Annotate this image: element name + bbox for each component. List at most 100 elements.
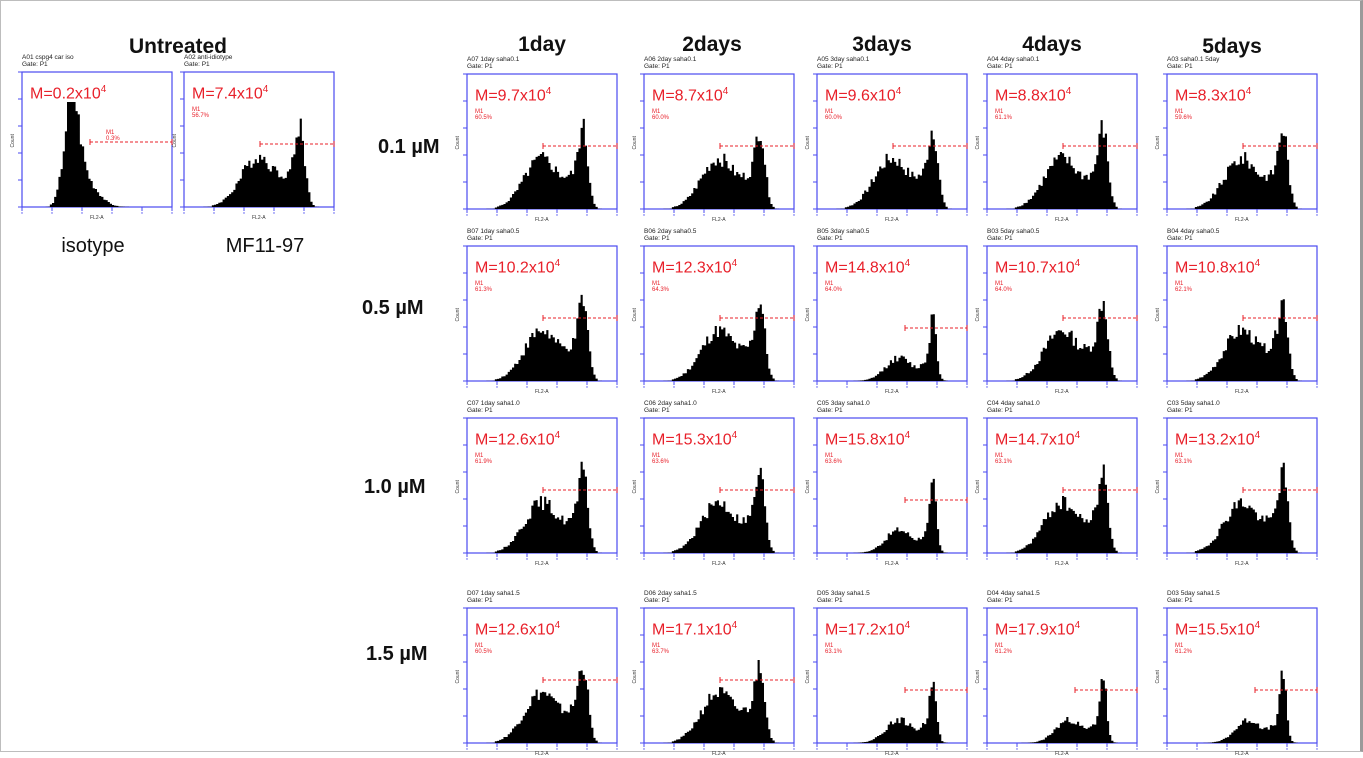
histogram-plot: Count FL2-A: [975, 417, 1138, 567]
x-tick-dot: [1196, 386, 1198, 388]
x-tick-dot: [183, 212, 185, 214]
x-tick-dot: [703, 558, 705, 560]
x-tick-dot: [1286, 214, 1288, 216]
x-tick-dot: [111, 212, 113, 214]
median-value-text: M=12.6x10: [475, 431, 555, 449]
percent-value: 61.2%: [995, 649, 1013, 655]
x-tick-dot: [466, 748, 468, 750]
exponent: 4: [904, 258, 911, 269]
histogram-panel: C04 4day saha1.0 Gate: P1 Count FL2-A M=14.7…: [975, 400, 1150, 568]
x-tick-dot: [1016, 558, 1018, 560]
x-tick-dot: [986, 386, 988, 388]
sample-id: A06 2day saha0.1: [644, 56, 697, 63]
median-value: M=14.7x104: [995, 430, 1080, 449]
x-axis-label: FL2-A: [885, 217, 899, 223]
x-tick-dot: [273, 212, 275, 214]
x-tick-dot: [986, 214, 988, 216]
x-tick-dot: [1016, 386, 1018, 388]
x-tick-dot: [1256, 386, 1258, 388]
percent-value: 56.7%: [192, 113, 210, 119]
histogram-area: [1167, 133, 1317, 209]
m1-label: M1: [652, 643, 661, 649]
x-tick-dot: [243, 212, 245, 214]
x-tick-dot: [586, 558, 588, 560]
y-axis-label: Count: [805, 308, 811, 322]
x-tick-dot: [1106, 748, 1108, 750]
sample-id: A01 cspg4 car iso: [22, 54, 74, 61]
x-tick-dot: [51, 212, 53, 214]
m1-label: M1: [825, 281, 834, 287]
x-tick-dot: [1226, 558, 1228, 560]
x-axis-label: FL2-A: [885, 389, 899, 395]
x-tick-dot: [966, 386, 968, 388]
m1-label: M1: [475, 643, 484, 649]
x-tick-dot: [1196, 748, 1198, 750]
histogram-area: [987, 301, 1137, 381]
m1-percent: M1 60.5%: [475, 109, 492, 121]
histogram-area: [467, 670, 617, 743]
histogram-panel: B06 2day saha0.5 Gate: P1 Count FL2-A M=12.3…: [632, 228, 807, 396]
median-value-text: M=9.7x10: [475, 87, 546, 105]
m1-percent: M1 63.6%: [652, 453, 669, 465]
x-tick-dot: [846, 214, 848, 216]
y-axis-label: Count: [632, 480, 638, 494]
percent-value: 63.6%: [652, 459, 670, 465]
x-tick-dot: [213, 212, 215, 214]
x-tick-dot: [763, 748, 765, 750]
histogram-panel: D03 5day saha1.5 Gate: P1 Count FL2-A M=15.5…: [1155, 590, 1330, 758]
histogram-panel: C05 3day saha1.0 Gate: P1 Count FL2-A M=15.8…: [805, 400, 980, 568]
x-tick-dot: [643, 214, 645, 216]
median-value-text: M=9.6x10: [825, 87, 896, 105]
x-tick-dot: [556, 386, 558, 388]
median-value: M=10.7x104: [995, 258, 1080, 277]
m1-percent: M1 64.0%: [995, 281, 1012, 293]
x-tick-dot: [1226, 214, 1228, 216]
x-tick-dot: [1046, 748, 1048, 750]
x-tick-dot: [1046, 386, 1048, 388]
exponent: 4: [1254, 258, 1261, 269]
median-value-text: M=8.3x10: [1175, 87, 1246, 105]
gate-label: Gate: P1: [987, 63, 1013, 70]
sample-id: A07 1day saha0.1: [467, 56, 520, 63]
sample-id: A05 3day saha0.1: [817, 56, 870, 63]
m1-percent: M1 63.6%: [825, 453, 842, 465]
exponent: 4: [100, 84, 107, 95]
histogram-area: [644, 136, 794, 209]
x-tick-dot: [986, 558, 988, 560]
x-tick-dot: [496, 386, 498, 388]
x-tick-dot: [1136, 214, 1138, 216]
exponent: 4: [1254, 620, 1261, 631]
y-axis-label: Count: [975, 308, 981, 322]
x-tick-dot: [643, 558, 645, 560]
x-tick-dot: [643, 386, 645, 388]
x-tick-dot: [906, 214, 908, 216]
exponent: 4: [731, 430, 738, 441]
x-tick-dot: [1166, 214, 1168, 216]
histogram-panel: A03 saha0.1 5day Gate: P1 Count FL2-A M=8.3x…: [1155, 56, 1330, 224]
x-tick-dot: [1256, 558, 1258, 560]
median-value-text: M=10.2x10: [475, 259, 555, 277]
median-value: M=15.8x104: [825, 430, 910, 449]
x-tick-dot: [846, 386, 848, 388]
sample-id: B06 2day saha0.5: [644, 228, 697, 235]
median-value-text: M=15.3x10: [652, 431, 732, 449]
percent-value: 63.6%: [825, 459, 843, 465]
histogram-area: [1167, 670, 1317, 743]
sample-id: B03 5day saha0.5: [987, 228, 1040, 235]
x-tick-dot: [1226, 748, 1228, 750]
x-axis-label: FL2-A: [1055, 389, 1069, 395]
median-value: M=12.6x104: [475, 620, 560, 639]
histogram-area: [644, 659, 794, 743]
x-axis-label: FL2-A: [712, 561, 726, 567]
median-value: M=8.3x104: [1175, 86, 1251, 105]
x-tick-dot: [846, 558, 848, 560]
x-tick-dot: [1106, 558, 1108, 560]
histogram-area: [817, 478, 967, 553]
x-tick-dot: [673, 558, 675, 560]
x-tick-dot: [1076, 386, 1078, 388]
histogram-plot: Count FL2-A: [455, 417, 618, 567]
median-value: M=13.2x104: [1175, 430, 1260, 449]
x-tick-dot: [1286, 386, 1288, 388]
row-label-0-5uM: 0.5 µM: [362, 297, 424, 319]
percent-value: 60.0%: [652, 115, 670, 121]
